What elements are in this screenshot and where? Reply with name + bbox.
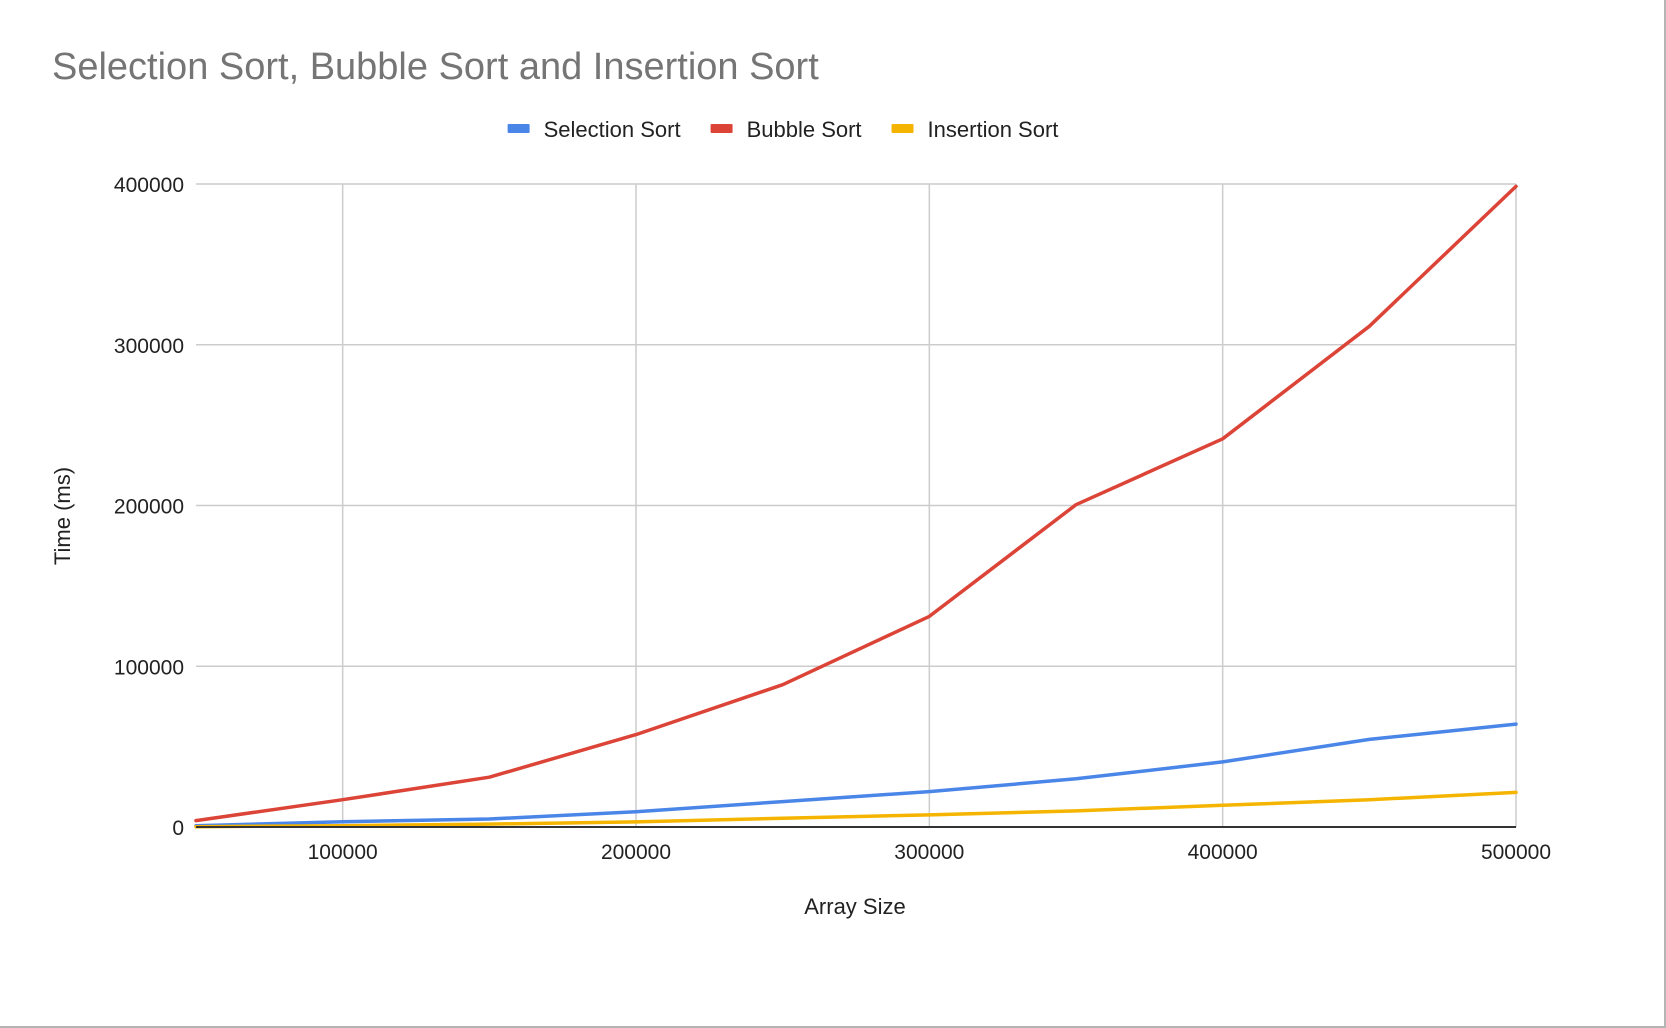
legend-swatch-bubble-sort (710, 124, 733, 133)
y-tick-label: 400000 (114, 174, 184, 197)
x-tick-label: 100000 (308, 841, 378, 864)
legend-label-insertion-sort: Insertion Sort (928, 117, 1059, 142)
gridlines (196, 183, 1517, 827)
legend-label-bubble-sort: Bubble Sort (747, 117, 862, 142)
tick-labels: 0 100000 200000 300000 400000 100000 200000 300… (114, 174, 1551, 864)
x-axis-label: Array Size (804, 894, 905, 919)
x-tick-label: 400000 (1188, 841, 1258, 864)
x-tick-label: 500000 (1481, 841, 1551, 864)
legend-swatch-insertion-sort (891, 124, 914, 133)
legend-label-selection-sort: Selection Sort (544, 117, 681, 142)
x-tick-label: 300000 (894, 841, 964, 864)
series-layer (194, 184, 1518, 829)
legend-swatch-selection-sort (507, 124, 530, 133)
legend: Selection Sort Bubble Sort Insertion Sort (507, 117, 1059, 142)
x-tick-label: 200000 (601, 841, 671, 864)
series-line-bubble-sort (194, 184, 1518, 823)
series-line-selection-sort (194, 722, 1518, 828)
y-tick-label: 300000 (114, 335, 184, 358)
y-tick-label: 0 (172, 817, 184, 840)
y-tick-label: 100000 (114, 656, 184, 679)
y-axis-label: Time (ms) (50, 467, 75, 565)
series-line-insertion-sort (194, 790, 1518, 829)
y-tick-label: 200000 (114, 496, 184, 519)
chart-title: Selection Sort, Bubble Sort and Insertio… (52, 46, 819, 88)
